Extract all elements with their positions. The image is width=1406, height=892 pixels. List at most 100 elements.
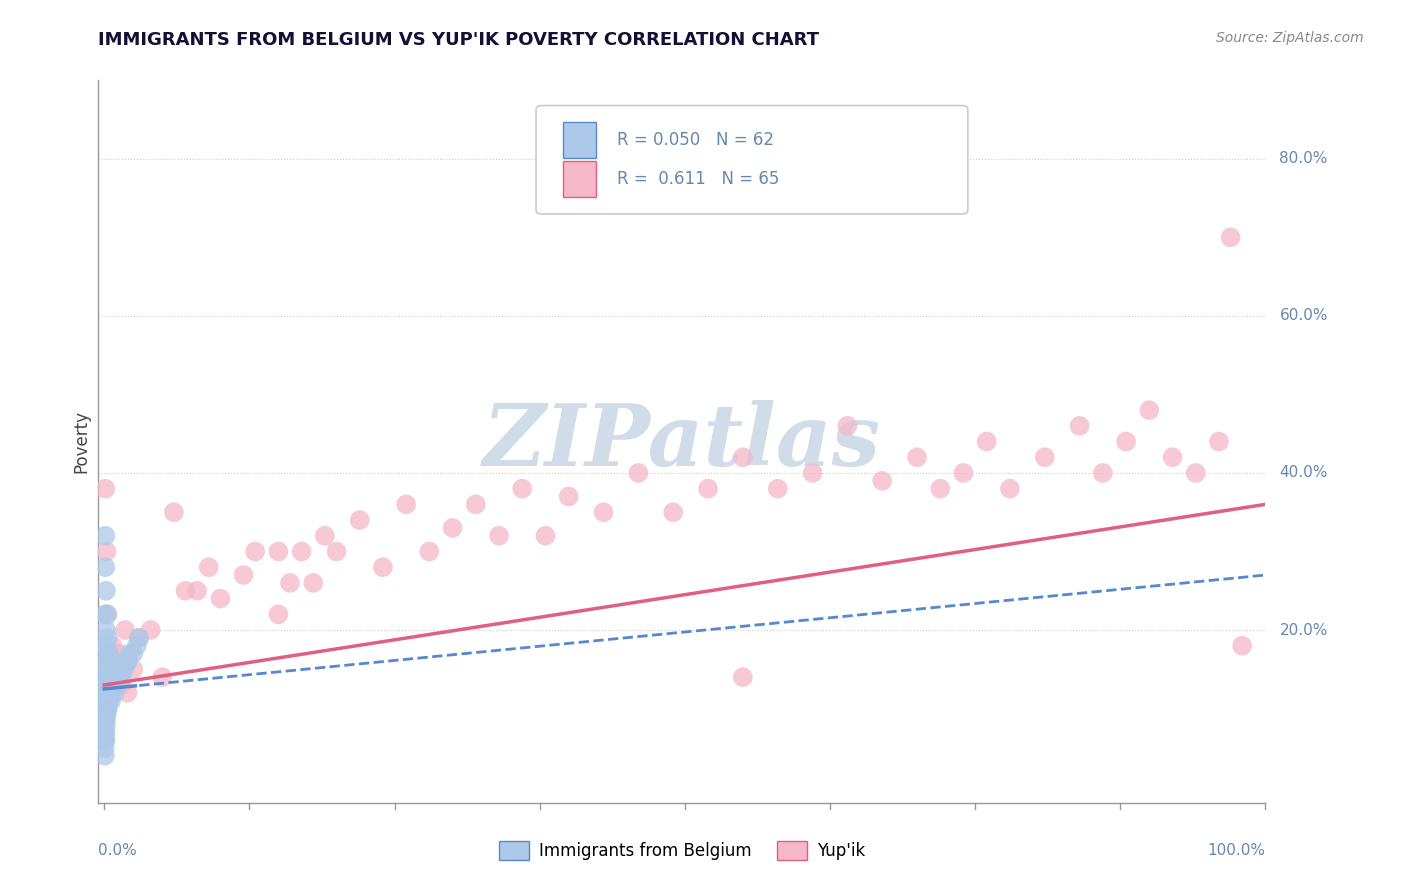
Point (186, 583, 208, 598)
Point (104, 670, 127, 684)
Point (112, 662, 135, 676)
Point (117, 655, 139, 669)
Text: 40.0%: 40.0% (1279, 466, 1327, 481)
Text: IMMIGRANTS FROM BELGIUM VS YUP'IK POVERTY CORRELATION CHART: IMMIGRANTS FROM BELGIUM VS YUP'IK POVERT… (98, 31, 820, 49)
Point (534, 529, 557, 543)
Point (94, 748, 117, 763)
Point (662, 505, 685, 519)
Point (232, 568, 254, 582)
Text: Source: ZipAtlas.com: Source: ZipAtlas.com (1216, 31, 1364, 45)
Point (592, 505, 614, 519)
Point (441, 521, 464, 535)
Point (197, 560, 219, 574)
Point (114, 655, 136, 669)
Point (302, 575, 325, 590)
Point (128, 631, 150, 645)
Point (111, 678, 134, 692)
Point (278, 575, 301, 590)
Point (267, 544, 290, 558)
Point (94, 686, 117, 700)
Point (209, 591, 232, 606)
Point (111, 670, 134, 684)
Point (104, 662, 127, 676)
Point (128, 631, 150, 645)
Point (104, 670, 127, 684)
Point (418, 544, 440, 558)
Point (94, 678, 117, 692)
Point (1161, 450, 1184, 465)
Point (97, 647, 120, 661)
Point (929, 482, 952, 496)
Point (96, 607, 118, 622)
Point (150, 670, 173, 684)
Point (108, 647, 131, 661)
Point (103, 678, 125, 692)
Point (464, 497, 486, 511)
Point (1069, 418, 1091, 433)
Point (905, 450, 928, 465)
Text: ZIPatlas: ZIPatlas (482, 400, 882, 483)
Point (325, 544, 347, 558)
Point (870, 474, 893, 488)
Point (801, 466, 824, 480)
Point (97, 686, 120, 700)
Point (98, 686, 121, 700)
Point (118, 647, 141, 661)
Point (998, 482, 1021, 496)
Point (94, 733, 117, 747)
Y-axis label: Poverty: Poverty (72, 410, 90, 473)
Point (97, 607, 120, 622)
Point (1230, 639, 1253, 653)
Point (101, 678, 124, 692)
Point (104, 686, 127, 700)
Point (94, 740, 117, 755)
Point (97, 701, 120, 715)
Point (952, 466, 974, 480)
Point (163, 505, 186, 519)
Point (94, 701, 117, 715)
Point (98, 662, 121, 676)
Point (510, 482, 533, 496)
Point (94, 662, 117, 676)
Point (97, 701, 120, 715)
Point (94, 623, 117, 637)
Point (697, 482, 720, 496)
Point (94, 717, 117, 731)
Point (94, 607, 117, 622)
Point (94, 725, 117, 739)
Point (94, 560, 117, 574)
Point (94, 733, 117, 747)
Point (94, 717, 117, 731)
Point (1219, 230, 1241, 244)
Point (125, 639, 148, 653)
Text: R = 0.050   N = 62: R = 0.050 N = 62 (617, 131, 773, 149)
Point (96, 670, 118, 684)
Point (291, 544, 314, 558)
Point (243, 544, 266, 558)
FancyBboxPatch shape (536, 105, 967, 214)
Point (111, 662, 134, 676)
Point (94, 639, 117, 653)
Point (627, 466, 650, 480)
Point (837, 418, 859, 433)
Point (94, 647, 117, 661)
Point (371, 560, 394, 574)
Point (122, 647, 145, 661)
Point (114, 623, 136, 637)
Point (107, 670, 129, 684)
Point (97, 670, 120, 684)
Point (1115, 434, 1137, 449)
Point (94, 709, 117, 723)
Point (97, 662, 120, 676)
Point (117, 655, 139, 669)
Point (98, 655, 121, 669)
Point (94, 583, 117, 598)
Point (94, 701, 117, 715)
Point (1137, 403, 1160, 417)
Point (117, 655, 139, 669)
Point (139, 623, 162, 637)
Point (94, 670, 117, 684)
Point (97, 694, 120, 708)
Point (557, 490, 579, 504)
Point (488, 529, 510, 543)
